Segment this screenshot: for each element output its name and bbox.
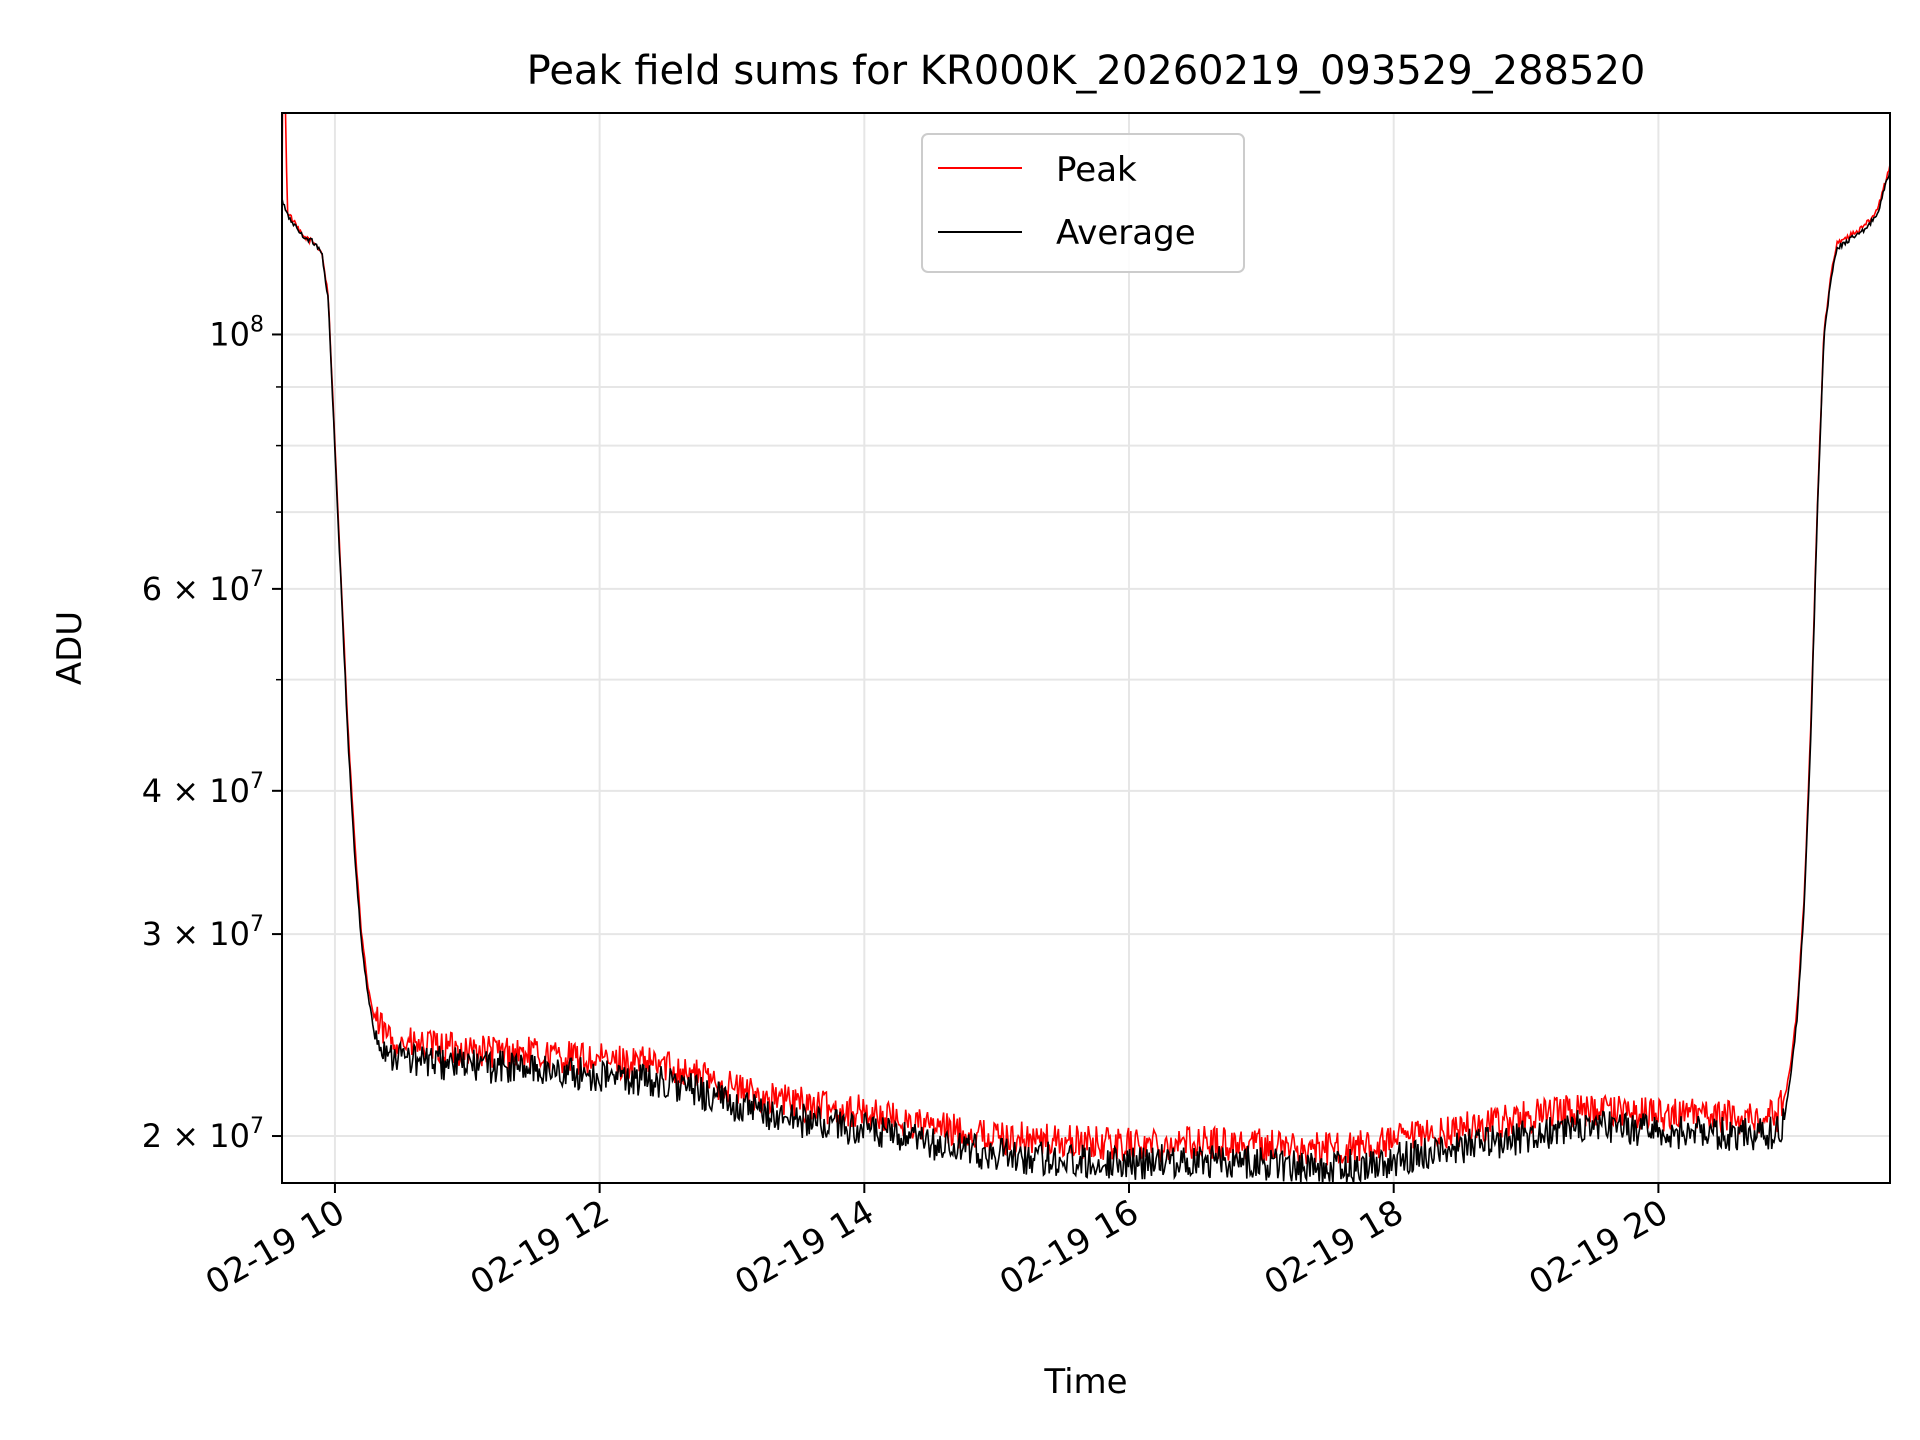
legend-label-peak: Peak: [1056, 150, 1137, 190]
series-line-average: [282, 170, 1890, 1183]
x-axis-label: Time: [1043, 1362, 1127, 1402]
y-tick-label: 2 × 107: [142, 1114, 264, 1155]
legend[interactable]: Peak Average: [921, 133, 1245, 273]
plot-frame: [281, 112, 1891, 1184]
y-tick-label: 108: [209, 312, 264, 353]
y-tick-label: 6 × 107: [142, 567, 264, 608]
series-layer: [282, 113, 1890, 1183]
legend-label-average: Average: [1056, 213, 1196, 253]
y-tick-label: 3 × 107: [142, 912, 264, 953]
y-axis-label: ADU: [50, 611, 90, 685]
chart-title: Peak field sums for KR000K_20260219_0935…: [527, 48, 1646, 94]
series-line-peak: [282, 113, 1890, 1166]
grid: [282, 113, 1890, 1183]
y-tick-label: 4 × 107: [142, 769, 264, 810]
